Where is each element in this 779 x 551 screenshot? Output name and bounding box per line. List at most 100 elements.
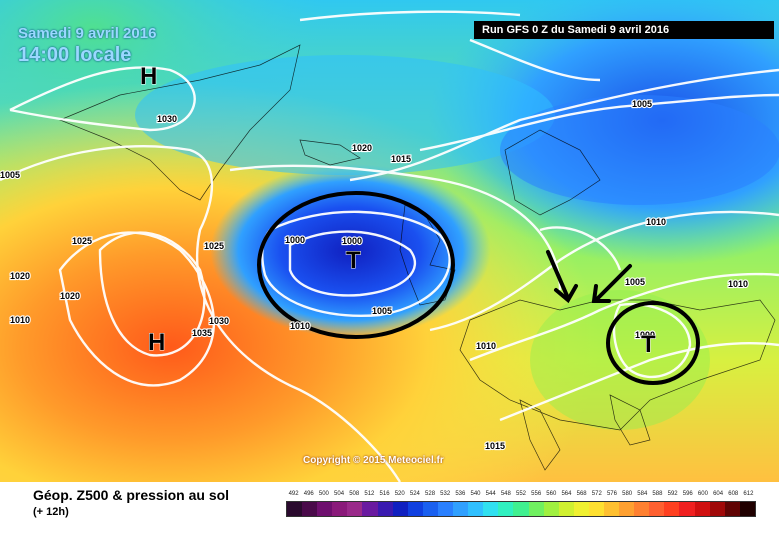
- legend-subtitle: (+ 12h): [33, 506, 69, 518]
- color-scale-cell: [543, 502, 559, 516]
- color-scale-value: 552: [515, 491, 527, 497]
- color-scale-cell: [588, 502, 604, 516]
- pressure-label: 1010: [290, 321, 310, 331]
- color-scale-value: 568: [576, 491, 587, 497]
- color-scale-cell: [392, 502, 408, 516]
- pressure-label: 1005: [0, 170, 20, 180]
- color-scale-cell: [377, 502, 393, 516]
- color-scale-cell: [649, 502, 665, 516]
- pressure-label: 1015: [485, 441, 505, 451]
- run-banner: Run GFS 0 Z du Samedi 9 avril 2016: [474, 21, 774, 39]
- color-scale-cell: [694, 502, 710, 516]
- color-scale-value: 608: [728, 491, 739, 497]
- color-scale-value: 540: [470, 491, 481, 497]
- pressure-label: 1005: [625, 277, 645, 287]
- pressure-label: 1025: [72, 236, 92, 246]
- high-pressure-symbol: H: [140, 63, 157, 90]
- color-scale-cell: [422, 502, 438, 516]
- color-scale-value: 600: [697, 491, 708, 497]
- color-scale-value: 572: [591, 491, 602, 497]
- color-scale-cell: [528, 502, 544, 516]
- legend-title: Géop. Z500 & pression au sol: [33, 487, 230, 503]
- color-scale-cell: [317, 502, 333, 516]
- color-scale-value: 520: [394, 491, 405, 497]
- color-scale-value: 560: [546, 491, 557, 497]
- color-scale-value: 604: [713, 491, 724, 497]
- color-scale-value: 588: [652, 491, 663, 497]
- arrows: [546, 250, 632, 304]
- color-scale-value: 596: [682, 491, 693, 497]
- color-scale-cell: [573, 502, 589, 516]
- color-scale-cell: [302, 502, 318, 516]
- pressure-label: 1005: [632, 99, 652, 109]
- color-scale-cell: [664, 502, 680, 516]
- color-scale-value: 492: [288, 491, 299, 497]
- color-scale-value: 524: [409, 491, 420, 497]
- pressure-label: 1035: [192, 328, 212, 338]
- pressure-label: 1020: [10, 271, 30, 281]
- pressure-label: 1030: [209, 316, 229, 326]
- color-scale-cell: [332, 502, 348, 516]
- forecast-time: 14:00 locale: [18, 44, 132, 66]
- pressure-label: 1010: [10, 315, 30, 325]
- low-pressure-symbol: T: [346, 247, 361, 274]
- pressure-labels: 1030 1020 1015 1005 1025 1025 1035 1030 1000 1000…: [0, 98, 749, 452]
- pressure-label: 1025: [204, 241, 224, 251]
- color-scale-value: 512: [364, 491, 375, 497]
- legend-panel: Géop. Z500 & pression au sol (+ 12h) 492…: [0, 482, 779, 551]
- color-scale-cell: [498, 502, 514, 516]
- color-scale-value: 592: [667, 491, 678, 497]
- color-scale-value: 500: [318, 491, 329, 497]
- color-scale-value: 548: [500, 491, 511, 497]
- forecast-map: 1030 1020 1015 1005 1025 1025 1035 1030 1000 1000…: [0, 0, 779, 482]
- pressure-systems: H H T T: [140, 63, 657, 359]
- color-scale-cell: [407, 502, 423, 516]
- color-scale-value: 516: [379, 491, 390, 497]
- pressure-label: 1015: [391, 154, 411, 164]
- color-scale-value: 528: [425, 491, 436, 497]
- color-scale-cell: [362, 502, 378, 516]
- color-scale-labels: 492 496 500 504 508 512 516 520 524 528 532 536 540 5…: [286, 491, 756, 501]
- pressure-label: 1010: [728, 279, 748, 289]
- color-scale-cell: [468, 502, 484, 516]
- pressure-label: 1000: [635, 330, 655, 340]
- pressure-label: 1030: [157, 114, 177, 124]
- pressure-label: 1000: [342, 236, 362, 246]
- pressure-label: 1010: [646, 217, 666, 227]
- color-scale-value: 564: [561, 491, 572, 497]
- isobars: [0, 10, 779, 482]
- color-scale-cell: [513, 502, 529, 516]
- color-scale-value: 580: [622, 491, 633, 497]
- coastlines: [59, 44, 776, 471]
- high-pressure-symbol: H: [148, 329, 165, 356]
- color-scale-cell: [634, 502, 650, 516]
- color-scale-value: 576: [606, 491, 617, 497]
- color-scale-bar: [286, 501, 756, 517]
- color-scale-value: 612: [743, 491, 754, 497]
- pressure-label: 1020: [60, 291, 80, 301]
- color-scale-value: 496: [303, 491, 314, 497]
- color-scale-cell: [453, 502, 469, 516]
- color-scale-cell: [558, 502, 574, 516]
- color-scale-cell: [437, 502, 454, 516]
- low-circle-balkans: [606, 301, 700, 385]
- color-scale-cell: [724, 502, 740, 516]
- color-scale-cell: [679, 502, 695, 516]
- color-scale-value: 536: [455, 491, 466, 497]
- color-scale-cell: [739, 502, 755, 516]
- low-circle-atlantic: [257, 191, 455, 339]
- pressure-label: 1005: [372, 306, 392, 316]
- color-scale-value: 544: [485, 491, 496, 497]
- pressure-label: 1010: [476, 341, 496, 351]
- color-scale-cell: [603, 502, 620, 516]
- color-scale-cell: [347, 502, 363, 516]
- pressure-label: 1000: [285, 235, 305, 245]
- color-scale-value: 508: [349, 491, 360, 497]
- pressure-label: 1020: [352, 143, 372, 153]
- color-scale-value: 584: [637, 491, 648, 497]
- copyright-text: Copyright © 2015 Meteociel.fr: [303, 455, 444, 466]
- color-scale-cell: [483, 502, 499, 516]
- color-scale-cell: [709, 502, 725, 516]
- color-scale-value: 504: [334, 491, 345, 497]
